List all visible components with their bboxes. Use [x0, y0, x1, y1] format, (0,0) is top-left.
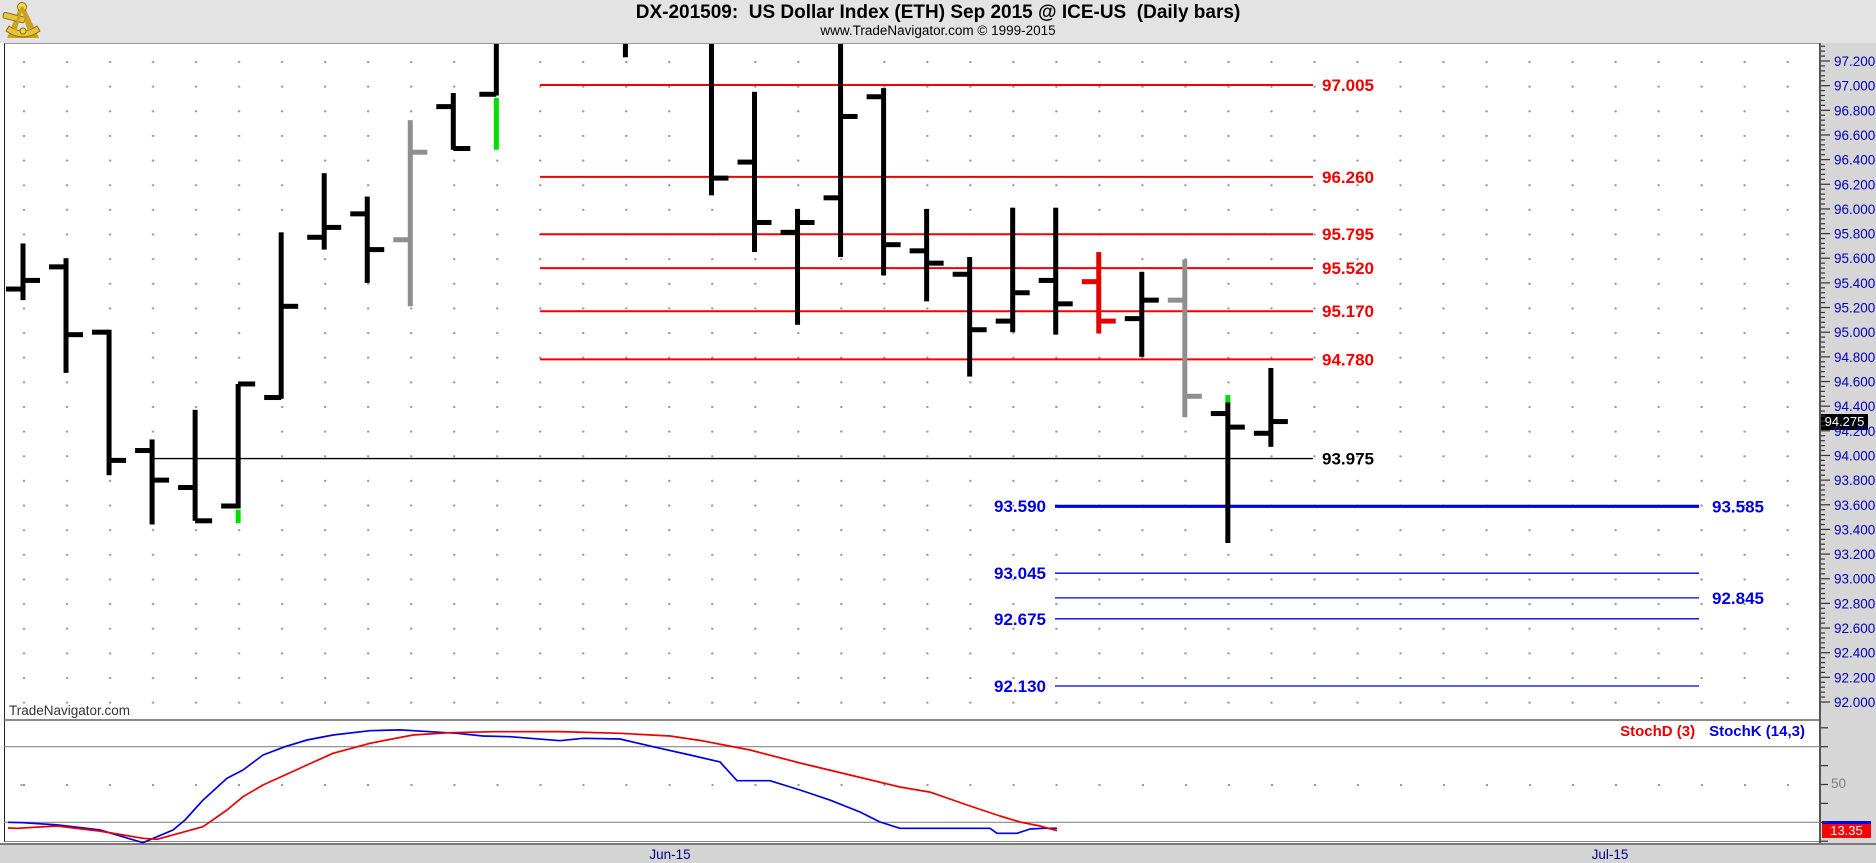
stochd-value-badge: 13.35 [1822, 823, 1871, 838]
stochastic-midline-dots [5, 784, 1815, 786]
price-chart-panel[interactable] [4, 43, 1820, 720]
stochk-legend-label[interactable]: StochK (14,3) [1709, 723, 1805, 740]
last-price-badge: 94.275 [1821, 413, 1868, 430]
chart-title-bar: DX-201509: US Dollar Index (ETH) Sep 201… [0, 0, 1876, 43]
month-label: Jul-15 [1591, 847, 1629, 862]
stochastic-indicator-panel[interactable] [4, 720, 1820, 842]
stochastic-mid-axis-label: 50 [1831, 776, 1847, 791]
stochd-legend-label[interactable]: StochD (3) [1620, 723, 1696, 740]
sextant-logo-icon [1, 0, 45, 48]
date-axis[interactable]: Jun-15 Jul-15 [0, 843, 1876, 863]
chart-copyright-subtitle: www.TradeNavigator.com © 1999-2015 [820, 23, 1056, 38]
indicator-legend: StochD (3) StochK (14,3) [1620, 723, 1805, 740]
price-axis[interactable] [1820, 43, 1876, 863]
month-label: Jun-15 [649, 847, 691, 862]
watermark-text: TradeNavigator.com [9, 703, 131, 718]
chart-title: DX-201509: US Dollar Index (ETH) Sep 201… [635, 2, 1241, 23]
